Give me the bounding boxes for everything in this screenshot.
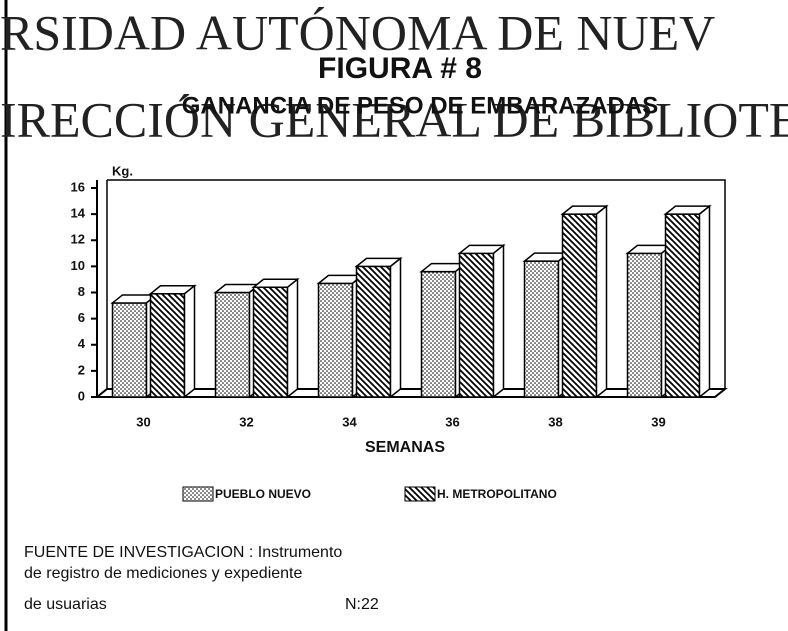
- bar-side: [183, 284, 196, 399]
- x-tick-label: 36: [445, 414, 459, 429]
- bar: [664, 213, 701, 398]
- bar: [355, 265, 392, 398]
- bar: [111, 302, 148, 398]
- bar-side: [595, 204, 608, 399]
- chart-title: FIGURA # 8: [318, 52, 482, 85]
- bar-side: [389, 256, 402, 399]
- x-tick-label: 34: [342, 414, 357, 429]
- legend-label: PUEBLO NUEVO: [215, 487, 311, 501]
- y-tick-label: 16: [71, 179, 85, 194]
- y-tick-label: 6: [78, 310, 85, 325]
- y-tick-label: 10: [71, 258, 85, 273]
- bar-side: [286, 277, 299, 399]
- bar: [523, 260, 560, 398]
- bar: [458, 252, 495, 398]
- source-text: FUENTE DE INVESTIGACION : Instrumento: [24, 544, 342, 561]
- source-text: de usuarias: [24, 596, 107, 613]
- watermark: RSIDAD AUTÓNOMA DE NUEV: [0, 4, 715, 60]
- x-tick-label: 38: [548, 414, 562, 429]
- source-n: N:22: [345, 596, 379, 613]
- chart-subtitle: GANANCIA DE PESO DE EMBARAZADAS: [182, 92, 658, 119]
- source-text: de registro de mediciones y expediente: [24, 565, 302, 582]
- x-tick-label: 30: [136, 414, 150, 429]
- bar-side: [492, 243, 505, 399]
- bar: [420, 270, 457, 398]
- bar: [252, 286, 289, 398]
- y-tick-label: 14: [71, 206, 86, 221]
- y-axis-label: Kg.: [112, 163, 133, 178]
- watermark: IRECCIÓN GENERAL DE BIBLIOTEC: [0, 91, 788, 147]
- y-tick-label: 0: [78, 388, 85, 403]
- legend-swatch: [182, 486, 214, 502]
- x-tick-label: 39: [651, 414, 665, 429]
- y-tick-label: 2: [78, 362, 85, 377]
- bar: [317, 282, 354, 398]
- bar: [626, 252, 663, 398]
- legend-swatch: [404, 486, 436, 502]
- x-axis-label: SEMANAS: [365, 439, 445, 456]
- x-tick-label: 32: [239, 414, 253, 429]
- plot-wall: [107, 179, 726, 389]
- y-tick-label: 8: [78, 284, 85, 299]
- bar-side: [698, 204, 711, 399]
- bar: [149, 293, 186, 398]
- legend-label: H. METROPOLITANO: [437, 487, 557, 501]
- y-tick-label: 4: [78, 336, 86, 351]
- y-tick-label: 12: [71, 232, 85, 247]
- bar: [561, 213, 598, 398]
- bar: [214, 291, 251, 398]
